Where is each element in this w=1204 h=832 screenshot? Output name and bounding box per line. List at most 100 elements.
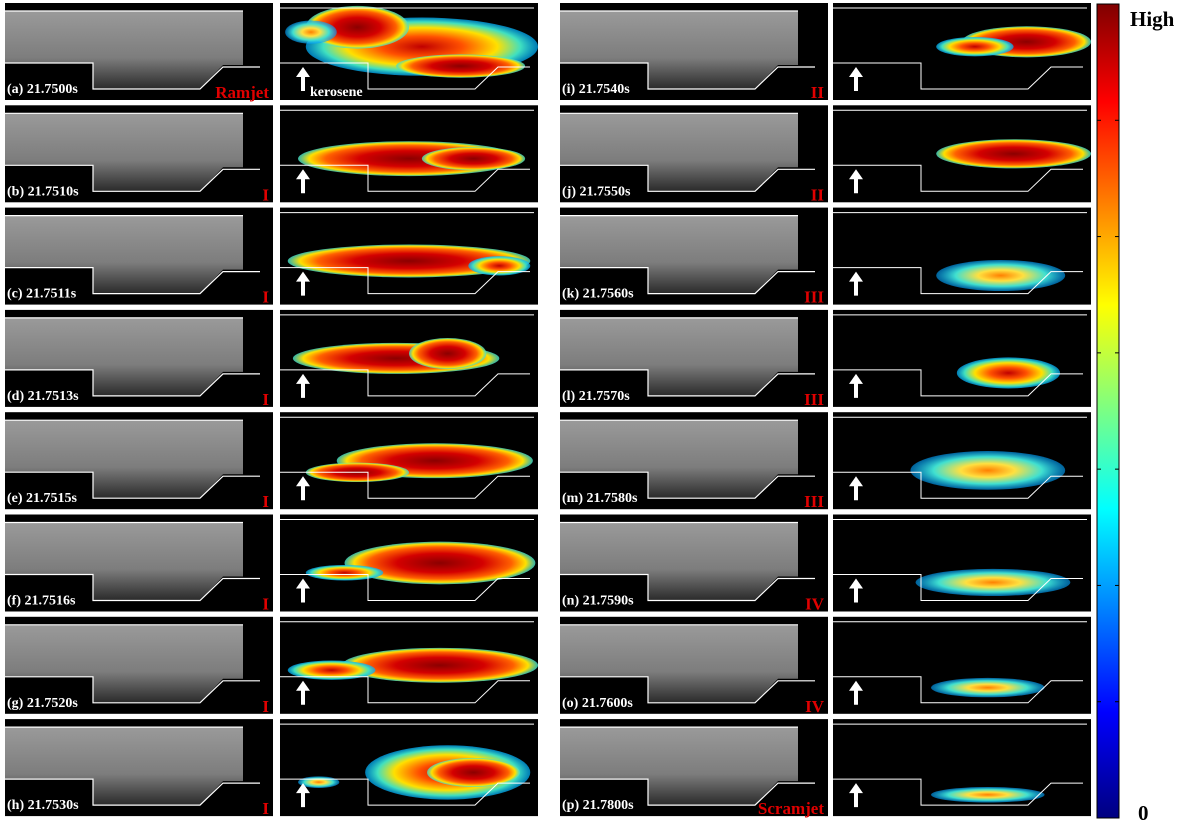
flame-blob xyxy=(936,36,1014,57)
flame-blob xyxy=(910,451,1066,490)
flame-image xyxy=(833,616,1091,714)
panel-row: (e) 21.7515s I xyxy=(5,412,538,511)
injection-arrow xyxy=(849,578,863,603)
combustor-outline xyxy=(5,471,260,499)
panel-row: (m) 21.7580s III xyxy=(560,412,1091,511)
injection-arrow xyxy=(296,169,310,194)
injection-arrow xyxy=(849,373,863,398)
panel-row: (h) 21.7530s I xyxy=(5,719,538,818)
combustor-outline xyxy=(833,164,1083,192)
schlieren-field xyxy=(5,624,243,703)
regime-label: I xyxy=(262,390,269,409)
panel-label: (i) 21.7540s xyxy=(562,82,630,97)
combustor-outline xyxy=(5,164,260,192)
regime-label: I xyxy=(262,185,269,204)
flame-image xyxy=(833,514,1091,612)
panel-label: (l) 21.7570s xyxy=(562,389,630,404)
panel-label: (c) 21.7511s xyxy=(7,287,77,302)
flame-blob xyxy=(396,54,526,78)
schlieren-field xyxy=(560,420,798,499)
flame-blob xyxy=(287,660,376,680)
regime-label: I xyxy=(262,799,269,818)
flame-blob xyxy=(344,541,536,585)
combustor-outline xyxy=(560,267,815,295)
flame-blob xyxy=(285,20,337,44)
schlieren-field xyxy=(5,727,243,806)
regime-label: I xyxy=(262,288,269,307)
panel-row: (b) 21.7510s I xyxy=(5,105,538,204)
combustor-outline xyxy=(5,369,260,397)
panel-row: (g) 21.7520s I xyxy=(5,616,538,716)
combustor-outline xyxy=(5,267,260,295)
flame-image xyxy=(833,207,1091,305)
flame-blob xyxy=(421,147,526,171)
flame-blob xyxy=(936,139,1091,169)
panel-label: (d) 21.7513s xyxy=(7,389,79,404)
combustor-outline xyxy=(560,62,815,90)
combustor-outline xyxy=(833,267,1083,295)
combustor-outline xyxy=(560,676,815,704)
injection-arrow xyxy=(849,783,863,808)
combustor-outline xyxy=(833,62,1083,90)
schlieren-field xyxy=(560,624,798,703)
regime-label: II xyxy=(811,83,825,102)
combustor-outline xyxy=(5,573,260,602)
panel-label: (h) 21.7530s xyxy=(7,798,79,813)
panel-row: (a) 21.7500s Ramjet kerosene xyxy=(5,3,538,102)
combustor-outline xyxy=(833,574,1083,601)
injection-arrow xyxy=(296,67,310,91)
injection-arrow xyxy=(296,476,310,501)
combustor-outline xyxy=(833,778,1083,806)
combustor-outline xyxy=(280,574,530,601)
regime-label: IV xyxy=(805,697,825,716)
regime-label: II xyxy=(811,185,825,204)
flame-blob xyxy=(956,357,1061,389)
combustor-outline xyxy=(833,676,1083,704)
colorbar xyxy=(1096,3,1120,819)
flame-blob xyxy=(936,259,1066,292)
combustor-outline xyxy=(280,471,530,499)
panel-label: (m) 21.7580s xyxy=(562,491,638,506)
panel-row: (f) 21.7516s I xyxy=(5,514,538,614)
panel-label: (j) 21.7550s xyxy=(562,184,631,199)
panel-label: (o) 21.7600s xyxy=(562,696,633,711)
panel-row: (p) 21.7800s Scramjet xyxy=(560,719,1091,818)
panel-label: (b) 21.7510s xyxy=(7,184,79,199)
injection-arrow xyxy=(849,169,863,194)
flame-blob xyxy=(931,677,1045,698)
panel-label: (g) 21.7520s xyxy=(7,696,78,711)
combustor-outline xyxy=(280,164,530,192)
flame-blob xyxy=(287,244,531,278)
regime-label: Ramjet xyxy=(215,83,269,102)
regime-label: I xyxy=(262,492,269,511)
panel-row: (c) 21.7511s I xyxy=(5,207,538,307)
combustor-outline xyxy=(833,369,1083,397)
combustor-outline xyxy=(5,676,260,704)
panel-label: (a) 21.7500s xyxy=(7,82,78,97)
panel-row: (i) 21.7540s II xyxy=(560,3,1091,102)
schlieren-field xyxy=(560,11,798,89)
schlieren-field xyxy=(5,113,243,192)
combustor-outline xyxy=(280,62,530,90)
annotation: kerosene xyxy=(310,85,363,100)
injection-arrow xyxy=(849,476,863,501)
regime-label: IV xyxy=(805,595,825,614)
schlieren-field xyxy=(560,215,798,294)
schlieren-field xyxy=(560,317,798,396)
combustor-outline xyxy=(280,267,530,295)
panel-row: (o) 21.7600s IV xyxy=(560,616,1091,716)
injection-arrow xyxy=(849,680,863,705)
panel-label: (n) 21.7590s xyxy=(562,594,634,609)
schlieren-field xyxy=(5,522,243,601)
panel-row: (k) 21.7560s III xyxy=(560,207,1091,307)
injection-arrow xyxy=(296,578,310,603)
panel-row: (d) 21.7513s I xyxy=(5,309,538,409)
injection-arrow xyxy=(296,271,310,296)
injection-arrow xyxy=(296,680,310,705)
combustor-outline xyxy=(833,471,1083,499)
injection-arrow xyxy=(296,373,310,398)
schlieren-field xyxy=(5,215,243,294)
injection-arrow xyxy=(849,271,863,296)
colorbar-bottom-label: 0 xyxy=(1138,801,1149,825)
flame-blob xyxy=(305,564,384,581)
